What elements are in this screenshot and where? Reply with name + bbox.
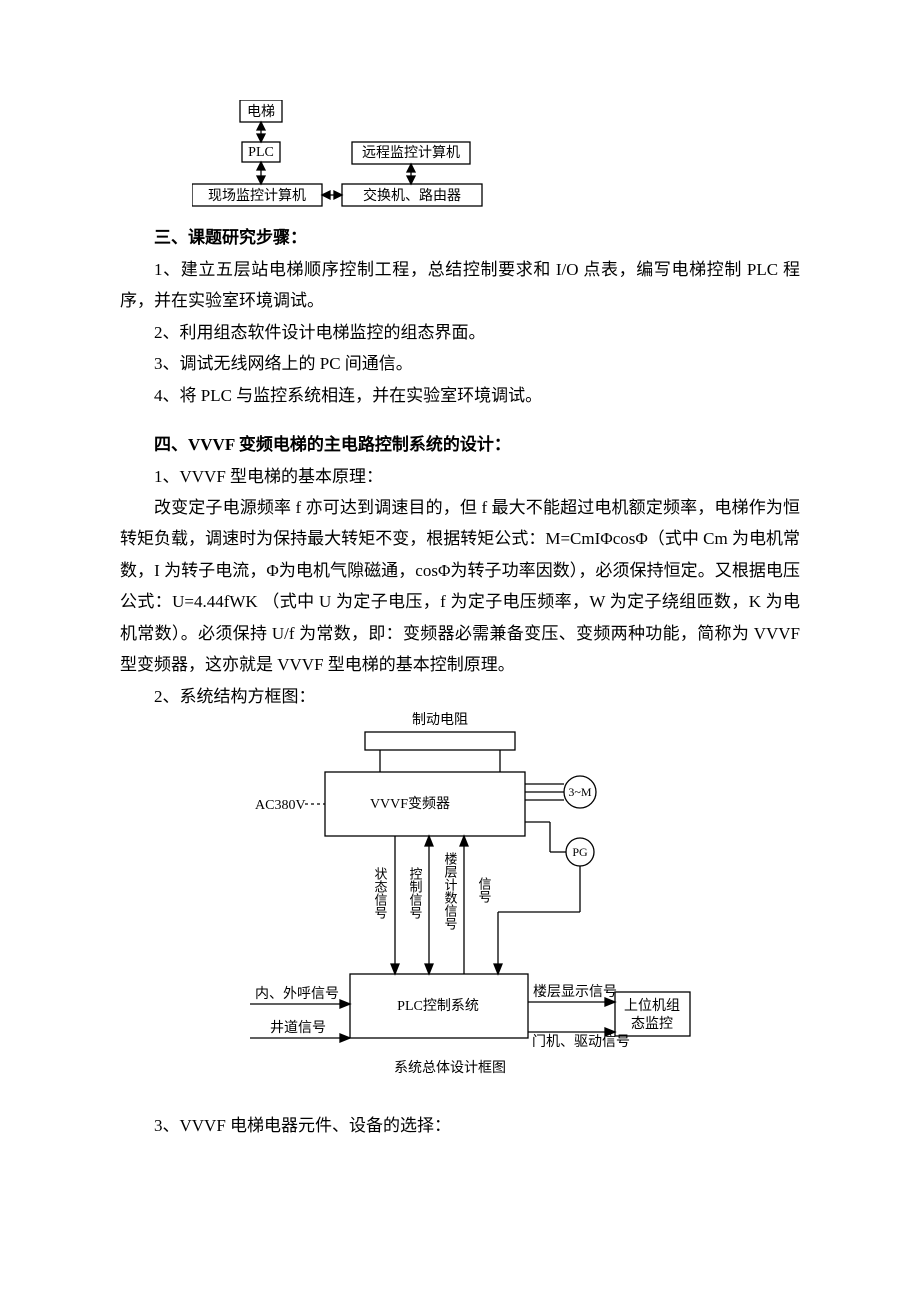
d1-elev-label: 电梯 <box>247 104 275 120</box>
d1-router-label: 交换机、路由器 <box>363 187 461 204</box>
d2-out2: 门机、驱动信号 <box>532 1034 630 1050</box>
d1-remote-label: 远程监控计算机 <box>362 145 460 161</box>
d2-motor: 3~M <box>568 785 591 799</box>
para-vvvf-body: 改变定子电源频率 f 亦可达到调速目的，但 f 最大不能超过电机额定频率，电梯作… <box>120 492 800 681</box>
spacer <box>120 411 800 429</box>
para-vvvf-2: 2、系统结构方框图： <box>120 681 800 712</box>
para-step-3: 3、调试无线网络上的 PC 间通信。 <box>120 348 800 379</box>
d2-sig2: 控制信号 <box>408 867 423 919</box>
d2-host1: 上位机组 <box>624 998 680 1014</box>
d2-sig1: 状态信号 <box>373 867 388 919</box>
para-vvvf-1: 1、VVVF 型电梯的基本原理： <box>120 461 800 492</box>
para-vvvf-3: 3、VVVF 电梯电器元件、设备的选择： <box>120 1110 800 1141</box>
para-step-2: 2、利用组态软件设计电梯监控的组态界面。 <box>120 317 800 348</box>
d2-ac: AC380V <box>255 798 306 813</box>
d2-in2: 井道信号 <box>270 1020 326 1036</box>
heading-4: 四、VVVF 变频电梯的主电路控制系统的设计： <box>120 429 800 460</box>
d2-pg: PG <box>572 845 588 859</box>
diagram-1-svg: 电梯 PLC 远程监控计算机 现场监控计算机 交换机、路由器 <box>192 100 492 212</box>
diagram-2: 制动电阻 VVVF变频器 AC380V PLC控制系统 内、外呼信号 井道信号 … <box>120 712 800 1092</box>
d2-in1: 内、外呼信号 <box>255 986 339 1002</box>
d2-sig4: 信号 <box>477 877 492 903</box>
d2-vvvf: VVVF变频器 <box>370 796 450 812</box>
d2-sig3: 楼层计数信号 <box>443 852 458 930</box>
d1-local-label: 现场监控计算机 <box>208 188 306 204</box>
d2-brake: 制动电阻 <box>412 712 468 728</box>
diagram-1: 电梯 PLC 远程监控计算机 现场监控计算机 交换机、路由器 <box>192 100 800 222</box>
d1-plc-label: PLC <box>248 145 274 160</box>
heading-3: 三、课题研究步骤： <box>120 222 800 253</box>
para-step-4: 4、将 PLC 与监控系统相连，并在实验室环境调试。 <box>120 380 800 411</box>
spacer-2 <box>120 1092 800 1110</box>
page: 电梯 PLC 远程监控计算机 现场监控计算机 交换机、路由器 <box>0 0 920 1241</box>
para-step-1: 1、建立五层站电梯顺序控制工程，总结控制要求和 I/O 点表，编写电梯控制 PL… <box>120 254 800 317</box>
diagram-2-svg: 制动电阻 VVVF变频器 AC380V PLC控制系统 内、外呼信号 井道信号 … <box>220 712 700 1092</box>
d2-caption: 系统总体设计框图 <box>394 1060 506 1076</box>
d2-host2: 态监控 <box>631 1016 673 1032</box>
d2-plc: PLC控制系统 <box>397 998 479 1014</box>
